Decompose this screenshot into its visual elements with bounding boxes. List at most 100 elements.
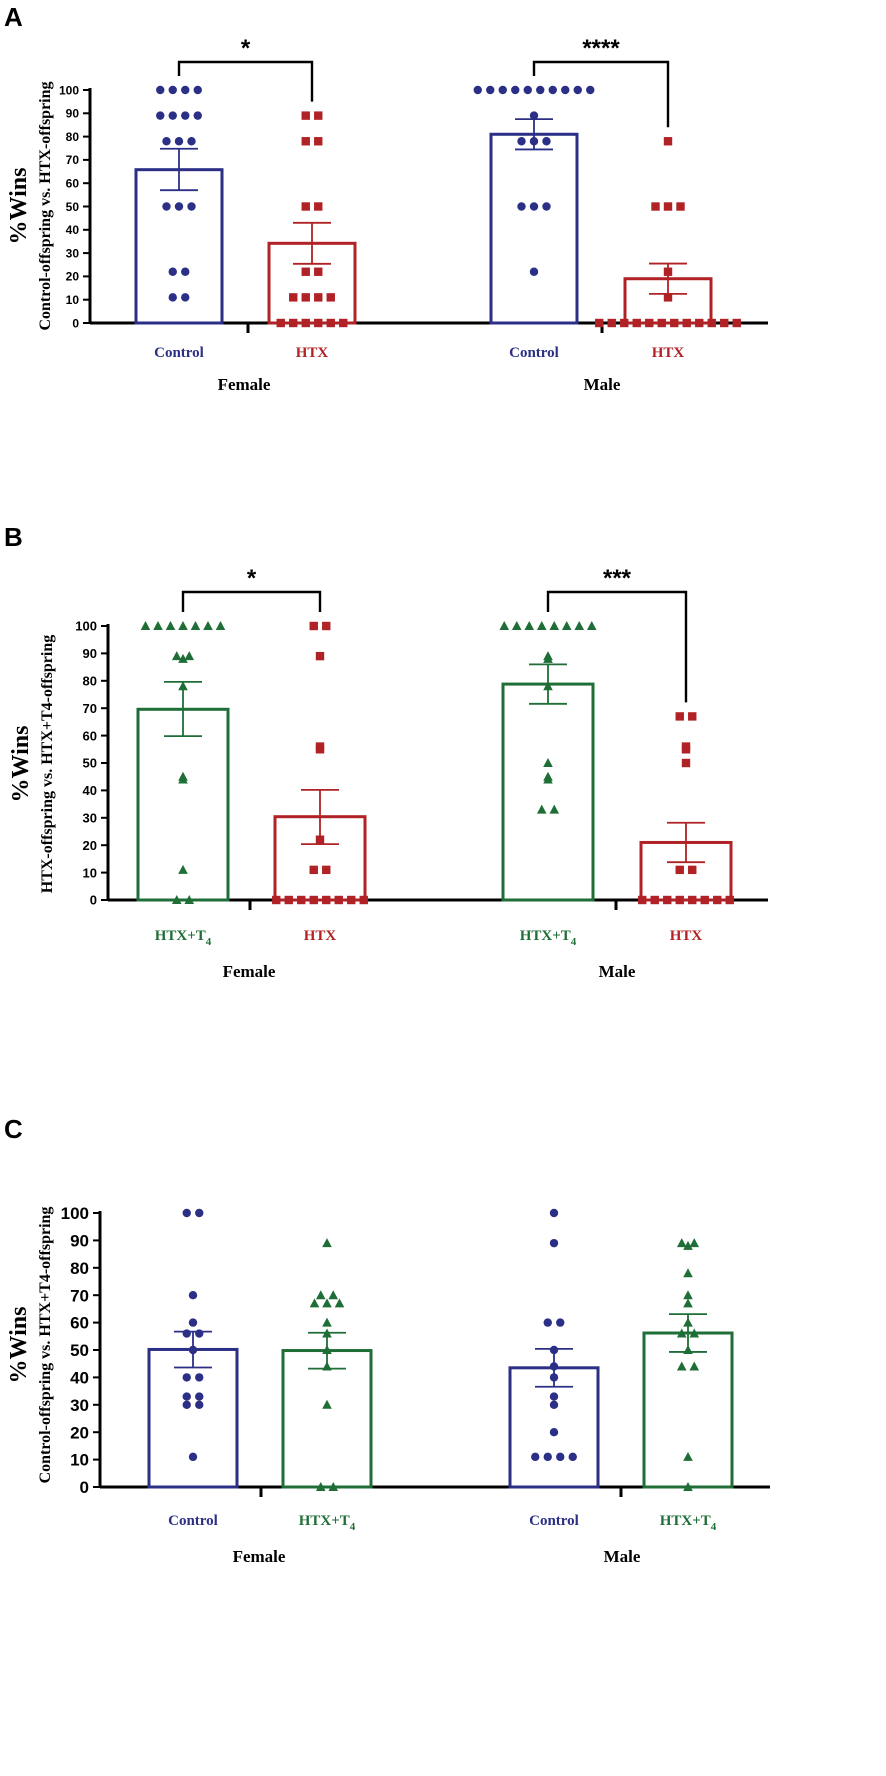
data-point: [543, 1452, 552, 1462]
data-point: [732, 318, 741, 328]
y-tick-label: 70: [70, 1286, 89, 1305]
data-point: [529, 267, 539, 276]
data-point: [676, 1361, 687, 1371]
bar-group: HTX+T4: [642, 1238, 734, 1533]
data-point: [168, 267, 177, 276]
data-point: [688, 865, 697, 875]
data-point: [184, 651, 195, 661]
y-tick-label: 80: [83, 673, 97, 688]
data-point: [301, 293, 310, 302]
y-axis-label: %Wins Control-offspring vs. HTX-offspring: [6, 81, 54, 330]
chart-panel-a: A %Wins Control-offspring vs. HTX-offsprin…: [4, 2, 768, 394]
data-point: [171, 895, 182, 904]
data-point: [193, 111, 202, 120]
data-point: [315, 1482, 326, 1491]
bar-label: HTX: [304, 928, 337, 944]
y-tick-label: 40: [70, 1369, 89, 1388]
y-tick-label: 90: [70, 1232, 89, 1251]
data-point: [195, 1329, 204, 1338]
data-point: [297, 895, 306, 905]
data-point: [193, 85, 202, 95]
bar: [501, 682, 595, 902]
significance-bracket: [177, 60, 314, 102]
data-point: [561, 621, 572, 630]
data-point: [682, 318, 691, 328]
data-point: [334, 895, 343, 905]
data-point: [184, 895, 195, 904]
data-point: [347, 895, 356, 905]
data-point: [675, 865, 684, 875]
data-point: [568, 1452, 577, 1462]
data-point: [548, 85, 557, 95]
group-label: Male: [604, 1547, 641, 1566]
data-point: [168, 111, 177, 120]
y-tick-label: 30: [83, 810, 97, 825]
data-point: [315, 745, 325, 754]
y-axis-label-main: %Wins: [6, 1307, 32, 1384]
data-point: [683, 1240, 693, 1250]
data-point: [168, 85, 177, 95]
data-point: [549, 1428, 559, 1437]
data-point: [683, 1298, 693, 1308]
bar-group: Control: [473, 85, 595, 361]
significance-label: ****: [582, 35, 620, 62]
y-axis-label-sub: Control-offspring vs. HTX+T4-offspring: [37, 1207, 54, 1484]
data-point: [174, 137, 184, 146]
data-point: [574, 621, 585, 630]
bar-group: HTX: [638, 712, 734, 944]
bar-label: HTX+T4: [299, 1513, 356, 1533]
y-axis-label-main: %Wins: [8, 726, 34, 803]
y-tick-label: 40: [83, 783, 97, 798]
data-point: [171, 651, 182, 661]
data-point: [188, 1318, 198, 1327]
panel-letter: B: [4, 522, 23, 552]
data-point: [511, 85, 520, 95]
data-point: [272, 895, 281, 905]
data-point: [549, 1373, 559, 1382]
y-tick-label: 0: [90, 893, 97, 908]
data-point: [638, 895, 647, 905]
data-point: [542, 137, 551, 146]
bar: [489, 132, 579, 325]
data-point: [695, 318, 704, 328]
significance-label: *: [247, 565, 257, 592]
data-point: [556, 1452, 565, 1462]
data-point: [675, 895, 684, 905]
y-tick-label: 50: [83, 756, 97, 771]
significance-bracket: [532, 60, 670, 128]
data-point: [301, 137, 310, 146]
bar: [281, 1349, 373, 1489]
data-point: [326, 293, 335, 302]
data-point: [663, 895, 672, 905]
data-point: [309, 895, 318, 905]
data-point: [620, 318, 629, 328]
data-point: [683, 1345, 693, 1354]
data-point: [517, 137, 526, 146]
data-point: [499, 621, 510, 630]
data-point: [140, 621, 151, 630]
data-point: [314, 202, 323, 211]
bar: [642, 1331, 734, 1489]
data-point: [707, 318, 716, 328]
data-point: [536, 85, 545, 95]
bar-group: HTX: [595, 137, 741, 361]
data-point: [486, 85, 495, 95]
data-point: [322, 621, 331, 631]
data-point: [322, 1361, 332, 1371]
data-point: [536, 804, 547, 814]
data-point: [195, 1400, 204, 1410]
panel-letter: A: [4, 2, 23, 32]
data-point: [326, 318, 335, 328]
data-point: [168, 293, 177, 302]
data-point: [188, 1452, 198, 1462]
data-point: [322, 1399, 332, 1409]
y-tick-label: 0: [80, 1478, 89, 1497]
y-tick-label: 90: [83, 646, 97, 661]
data-point: [156, 85, 165, 95]
y-tick-label: 100: [59, 83, 79, 97]
data-point: [549, 1345, 559, 1355]
y-axis-label-main: %Wins: [6, 168, 32, 245]
y-tick-label: 10: [83, 865, 97, 880]
bar-group: HTX+T4: [136, 621, 230, 948]
data-point: [524, 621, 535, 630]
